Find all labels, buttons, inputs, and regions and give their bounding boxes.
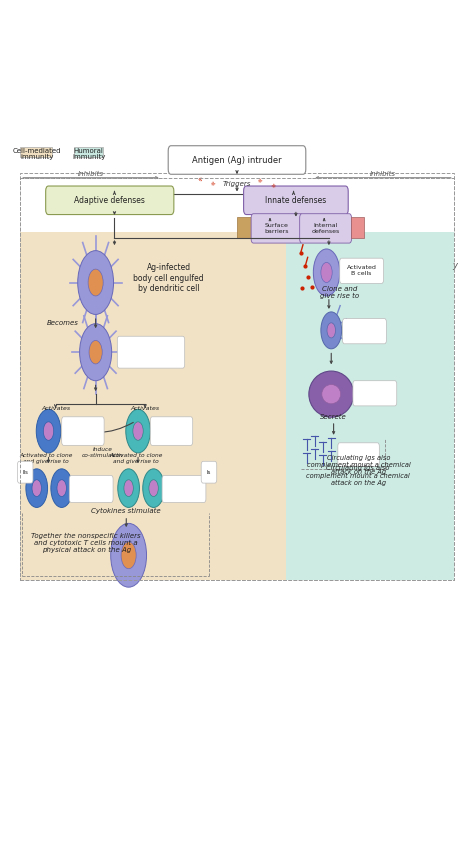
FancyBboxPatch shape bbox=[340, 258, 383, 284]
Circle shape bbox=[26, 469, 47, 508]
Text: Cell-mediated: Cell-mediated bbox=[12, 147, 61, 154]
Circle shape bbox=[124, 480, 133, 497]
Circle shape bbox=[118, 469, 139, 508]
Text: Activated to clone
and give rise to: Activated to clone and give rise to bbox=[19, 453, 73, 464]
Circle shape bbox=[57, 480, 66, 497]
FancyBboxPatch shape bbox=[46, 186, 174, 215]
Text: Inhibits: Inhibits bbox=[370, 171, 396, 178]
Circle shape bbox=[143, 469, 164, 508]
FancyBboxPatch shape bbox=[300, 214, 352, 243]
Circle shape bbox=[51, 469, 73, 508]
Circle shape bbox=[78, 251, 114, 314]
Text: immunity: immunity bbox=[20, 153, 54, 160]
FancyBboxPatch shape bbox=[20, 232, 286, 580]
Circle shape bbox=[43, 422, 54, 440]
Circle shape bbox=[321, 263, 332, 283]
FancyBboxPatch shape bbox=[150, 417, 193, 445]
Text: lls: lls bbox=[22, 470, 28, 475]
Text: Triggers: Triggers bbox=[223, 180, 251, 186]
Circle shape bbox=[111, 524, 146, 587]
FancyBboxPatch shape bbox=[117, 336, 185, 368]
FancyBboxPatch shape bbox=[338, 443, 379, 466]
Text: «: « bbox=[258, 177, 263, 185]
Circle shape bbox=[80, 323, 112, 381]
Circle shape bbox=[321, 312, 342, 349]
Text: Cytokines stimulate: Cytokines stimulate bbox=[91, 508, 161, 514]
FancyBboxPatch shape bbox=[244, 186, 348, 215]
Text: Becomes: Becomes bbox=[47, 320, 79, 326]
Text: Innate defenses: Innate defenses bbox=[265, 196, 327, 205]
FancyBboxPatch shape bbox=[74, 147, 103, 157]
Text: Surface
barriers: Surface barriers bbox=[265, 223, 289, 234]
Text: Circulating Igs also
complement mount a chemical
attack on the Ag: Circulating Igs also complement mount a … bbox=[306, 466, 410, 486]
Text: Together the nonspecific killers
and cytotoxic T cells mount a
physical attack o: Together the nonspecific killers and cyt… bbox=[31, 532, 141, 553]
FancyBboxPatch shape bbox=[343, 318, 386, 344]
Text: Secrete: Secrete bbox=[320, 413, 347, 420]
Text: y: y bbox=[453, 261, 458, 270]
Text: «: « bbox=[197, 176, 201, 184]
FancyBboxPatch shape bbox=[69, 476, 113, 503]
Circle shape bbox=[313, 249, 340, 296]
FancyBboxPatch shape bbox=[237, 217, 252, 238]
Text: Ag-infected
body cell engulfed
by dendritic cell: Ag-infected body cell engulfed by dendri… bbox=[133, 264, 204, 293]
Circle shape bbox=[89, 340, 102, 364]
Text: Antigen (Ag) intruder: Antigen (Ag) intruder bbox=[192, 156, 282, 164]
FancyBboxPatch shape bbox=[18, 461, 33, 483]
FancyBboxPatch shape bbox=[286, 232, 454, 580]
Circle shape bbox=[36, 409, 61, 453]
FancyBboxPatch shape bbox=[62, 417, 104, 445]
Text: Activated
B cells: Activated B cells bbox=[346, 265, 376, 276]
FancyBboxPatch shape bbox=[353, 381, 397, 406]
FancyBboxPatch shape bbox=[20, 147, 52, 157]
Text: Humoral: Humoral bbox=[73, 147, 103, 154]
FancyBboxPatch shape bbox=[351, 217, 364, 238]
Text: Adaptive defenses: Adaptive defenses bbox=[74, 196, 145, 205]
Circle shape bbox=[121, 542, 136, 568]
Text: Activates: Activates bbox=[41, 406, 70, 411]
FancyBboxPatch shape bbox=[162, 476, 206, 503]
Text: Activated to clone
and give rise to: Activated to clone and give rise to bbox=[109, 453, 163, 464]
Text: Clone and
give rise to: Clone and give rise to bbox=[320, 286, 359, 299]
Circle shape bbox=[88, 269, 103, 296]
FancyBboxPatch shape bbox=[251, 214, 303, 243]
Circle shape bbox=[126, 409, 150, 453]
Ellipse shape bbox=[322, 385, 341, 404]
Text: «: « bbox=[209, 181, 218, 186]
Text: Inhibits: Inhibits bbox=[78, 171, 104, 178]
Circle shape bbox=[32, 480, 41, 497]
Text: ls: ls bbox=[207, 470, 211, 475]
Text: immunity: immunity bbox=[72, 153, 105, 160]
Text: Circulating Igs also
complement mount a chemical
attack on the Ag: Circulating Igs also complement mount a … bbox=[307, 455, 410, 475]
Text: «: « bbox=[270, 179, 280, 189]
Circle shape bbox=[149, 480, 158, 497]
Circle shape bbox=[327, 322, 336, 338]
Text: Internal
defenses: Internal defenses bbox=[311, 223, 340, 234]
FancyBboxPatch shape bbox=[168, 146, 306, 174]
FancyBboxPatch shape bbox=[201, 461, 217, 483]
Circle shape bbox=[133, 422, 143, 440]
Text: Activates: Activates bbox=[130, 406, 160, 411]
Ellipse shape bbox=[309, 371, 354, 418]
Text: Induce
co-stimulation: Induce co-stimulation bbox=[82, 447, 124, 458]
